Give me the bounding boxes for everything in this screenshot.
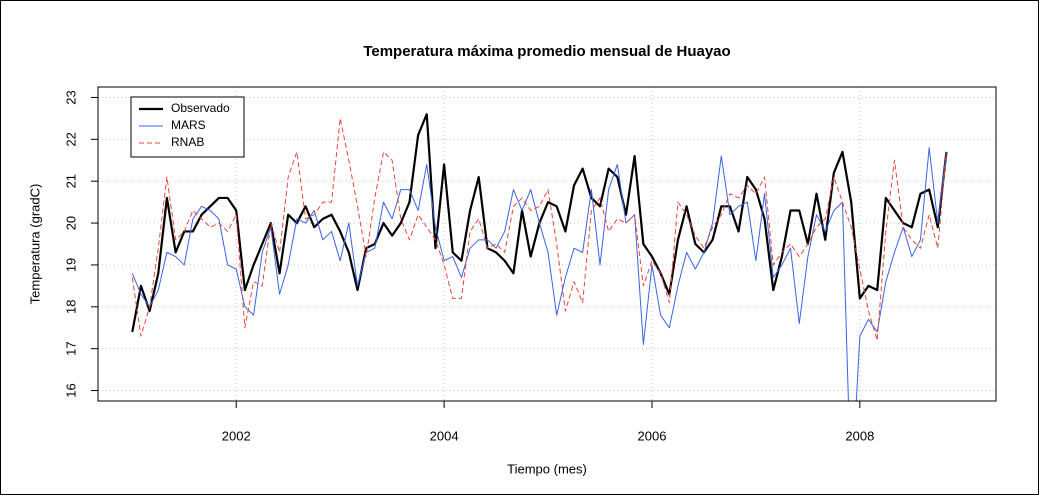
- y-tick-label: 23: [63, 90, 78, 104]
- x-tick-label: 2002: [222, 428, 251, 443]
- y-tick-label: 18: [63, 300, 78, 314]
- legend-label: MARS: [171, 118, 206, 132]
- series-line: [131, 147, 947, 401]
- y-tick-label: 22: [63, 132, 78, 146]
- legend-label: RNAB: [171, 135, 204, 149]
- y-tick-label: 17: [63, 341, 78, 355]
- x-tick-label: 2008: [845, 428, 874, 443]
- x-tick-label: 2004: [430, 428, 459, 443]
- y-tick-label: 19: [63, 258, 78, 272]
- plot-box: [97, 86, 997, 402]
- series-line: [131, 117, 947, 341]
- x-tick-label: 2006: [638, 428, 667, 443]
- y-tick-label: 20: [63, 216, 78, 230]
- plot-area: [131, 113, 948, 401]
- legend: Observado MARS RNAB: [130, 96, 245, 158]
- chart-title: Temperatura máxima promedio mensual de H…: [363, 43, 730, 60]
- x-axis-label: Tiempo (mes): [507, 461, 587, 476]
- legend-box: [130, 96, 245, 158]
- y-axis-label: Temperatura (gradC): [27, 184, 42, 305]
- y-tick-label: 21: [63, 174, 78, 188]
- y-tick-label: 16: [63, 383, 78, 397]
- legend-label: Observado: [171, 101, 230, 115]
